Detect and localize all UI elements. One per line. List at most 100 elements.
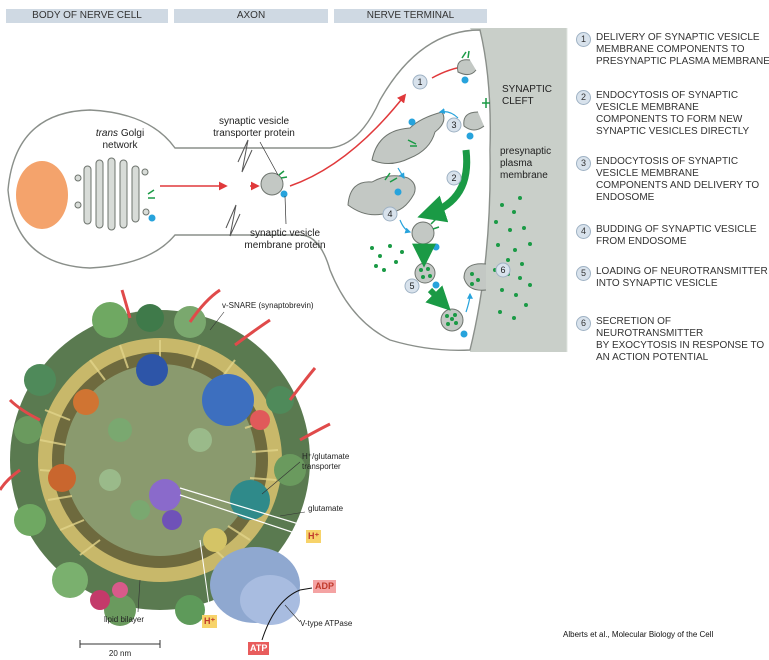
hglu-transporter-label: H⁺/glutamate transporter bbox=[302, 452, 349, 472]
arrow-budding bbox=[399, 219, 412, 234]
h-plus-tag-inner: H⁺ bbox=[202, 615, 218, 628]
pointer-lipid bbox=[137, 579, 141, 613]
membrane-protein-label: synaptic vesicle membrane protein bbox=[232, 228, 338, 252]
step-text-1: DELIVERY OF SYNAPTIC VESICLE MEMBRANE CO… bbox=[596, 32, 769, 68]
scale-bar-label: 20 nm bbox=[108, 649, 132, 658]
step-circle-number-4: 4 bbox=[387, 209, 393, 219]
neurotransmitter-cytoplasm bbox=[370, 244, 404, 272]
lipid-bilayer-label: lipid bilayer bbox=[104, 615, 145, 624]
pointer-glutamate bbox=[279, 511, 306, 517]
axon-break-bottom bbox=[225, 204, 241, 237]
header-axon: AXON bbox=[174, 9, 328, 23]
presyn-line-3: membrane bbox=[500, 170, 548, 181]
synaptic-cleft-label: SYNAPTIC CLEFT bbox=[502, 84, 552, 108]
step-4-line-2: FROM ENDOSOME bbox=[596, 236, 687, 247]
endosome-green bbox=[384, 172, 398, 183]
golgi-stack bbox=[74, 157, 150, 231]
step-circle-number-5: 5 bbox=[409, 281, 415, 291]
step-number-5: 5 bbox=[576, 266, 591, 281]
pointer-vsnare bbox=[209, 311, 225, 331]
fusion-site-top-protein bbox=[461, 76, 469, 84]
transporter-line-2: transporter protein bbox=[213, 128, 295, 139]
step-1-line-3: PRESYNAPTIC PLASMA MEMBRANE bbox=[596, 56, 769, 67]
trans-golgi-label: trans Golgi network bbox=[90, 128, 150, 152]
step-number-3: 3 bbox=[576, 156, 591, 171]
golgi-word: Golgi bbox=[120, 128, 145, 139]
endosome-protein bbox=[394, 188, 402, 196]
step-circle-5 bbox=[404, 278, 420, 294]
budding-vesicle bbox=[411, 221, 435, 245]
step-number-1: 1 bbox=[576, 32, 591, 47]
nucleus bbox=[16, 161, 68, 229]
presyn-line-2: plasma bbox=[500, 158, 533, 169]
endocytosed-membrane-top bbox=[371, 111, 445, 164]
membrane-protein-line-2: membrane protein bbox=[244, 240, 326, 251]
header-nerve-terminal: NERVE TERMINAL bbox=[334, 9, 487, 23]
step-circle-3 bbox=[446, 117, 462, 133]
presynaptic-membrane-label: presynaptic plasma membrane bbox=[500, 146, 551, 182]
hglu-line-2: transporter bbox=[302, 462, 341, 471]
axon-vesicle-protein bbox=[280, 190, 288, 198]
step-circle-number-1: 1 bbox=[417, 77, 423, 87]
arrow-endocytosis-direct bbox=[417, 149, 471, 223]
step-circle-2 bbox=[446, 170, 462, 186]
step-2-line-2: VESICLE MEMBRANE bbox=[596, 102, 699, 113]
endocytic-green-a bbox=[407, 139, 417, 147]
vsnare-label: v-SNARE (synaptobrevin) bbox=[222, 301, 314, 310]
neurotransmitter-cleft bbox=[493, 196, 532, 320]
filled-contents bbox=[445, 313, 458, 326]
step-1-line-2: MEMBRANE COMPONENTS TO bbox=[596, 44, 745, 55]
glutamate-label: glutamate bbox=[308, 504, 344, 513]
step-6-line-1: SECRETION OF NEUROTRANSMITTER bbox=[596, 316, 704, 339]
filled-protein bbox=[460, 330, 468, 338]
step-5-line-2: INTO SYNAPTIC VESICLE bbox=[596, 278, 718, 289]
golgi-green-protein bbox=[147, 189, 155, 199]
step-3-line-1: ENDOCYTOSIS OF SYNAPTIC bbox=[596, 156, 739, 167]
fusion-site-cleft bbox=[482, 98, 490, 108]
membrane-protein-line-1: synaptic vesicle bbox=[249, 228, 321, 239]
axon-vesicle-transporter bbox=[278, 170, 288, 179]
cleft-line-1: SYNAPTIC bbox=[502, 84, 553, 95]
vtype-atpase-label: V-type ATPase bbox=[300, 619, 353, 628]
atp-tag: ATP bbox=[248, 642, 270, 655]
pointer-transporter bbox=[259, 141, 279, 176]
loading-protein bbox=[432, 281, 440, 289]
step-1-line-1: DELIVERY OF SYNAPTIC VESICLE bbox=[596, 32, 760, 43]
atp-adp-arrow bbox=[261, 587, 313, 641]
step-6-line-2: BY EXOCYTOSIS IN RESPONSE TO bbox=[596, 340, 765, 351]
neuron-outline bbox=[7, 29, 491, 351]
golgi-blue-protein bbox=[148, 214, 156, 222]
step-text-3: ENDOCYTOSIS OF SYNAPTIC VESICLE MEMBRANE… bbox=[596, 156, 769, 204]
h-plus-tag-outer: H⁺ bbox=[306, 530, 322, 543]
step-number-6: 6 bbox=[576, 316, 591, 331]
transporter-line-1: synaptic vesicle bbox=[218, 116, 290, 127]
exocytosis-vesicle bbox=[463, 263, 487, 291]
transporter-protein-label: synaptic vesicle transporter protein bbox=[198, 116, 310, 140]
endocytic-protein-a bbox=[408, 118, 416, 126]
step-circle-4 bbox=[382, 206, 398, 222]
budding-protein bbox=[432, 243, 440, 251]
fusion-site-top-green bbox=[461, 50, 470, 59]
pointer-vtype bbox=[284, 604, 301, 623]
arrow-endosome-down bbox=[397, 167, 405, 180]
vesicle-model bbox=[0, 288, 331, 626]
step-3-line-4: ENDOSOME bbox=[596, 192, 655, 203]
presyn-line-1: presynaptic bbox=[500, 146, 552, 157]
step-2-line-4: SYNAPTIC VESICLES DIRECTLY bbox=[596, 126, 750, 137]
step-text-5: LOADING OF NEUROTRANSMITTER INTO SYNAPTI… bbox=[596, 266, 769, 290]
step-circle-number-3: 3 bbox=[451, 120, 457, 130]
fusion-site-mid-protein bbox=[466, 132, 474, 140]
fusion-site-top bbox=[457, 59, 477, 76]
hplus-arrow bbox=[179, 494, 311, 539]
exocytosis-contents bbox=[470, 272, 480, 286]
header-cell-body: BODY OF NERVE CELL bbox=[6, 9, 168, 23]
step-2-line-1: ENDOCYTOSIS OF SYNAPTIC bbox=[596, 90, 739, 101]
step-5-line-1: LOADING OF NEUROTRANSMITTER bbox=[596, 266, 768, 277]
pointer-hglu bbox=[261, 461, 301, 495]
step-number-4: 4 bbox=[576, 224, 591, 239]
arrow-to-filled bbox=[425, 285, 451, 311]
fusion-site-mid bbox=[463, 111, 485, 131]
step-6-line-3: AN ACTION POTENTIAL bbox=[596, 352, 709, 363]
step-4-line-1: BUDDING OF SYNAPTIC VESICLE bbox=[596, 224, 757, 235]
